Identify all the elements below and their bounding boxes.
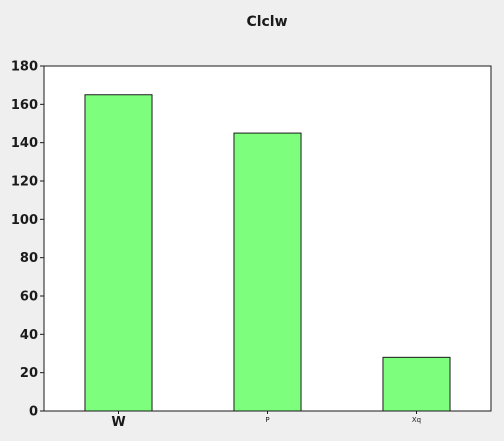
x-tick-label: W — [111, 415, 125, 430]
y-tick-label: 80 — [20, 251, 38, 266]
chart-title: Clclw — [246, 14, 287, 30]
bar-p — [233, 132, 302, 412]
y-tick-label: 120 — [11, 175, 38, 190]
x-axis: W P Xq — [111, 411, 421, 430]
y-axis: 0 20 40 60 80 100 120 140 160 180 — [11, 60, 44, 420]
bar-w — [84, 94, 153, 412]
y-tick-label: 140 — [11, 136, 38, 151]
x-tick-label: P — [265, 416, 269, 424]
y-tick-label: 0 — [29, 405, 38, 420]
y-tick-label: 100 — [11, 213, 38, 228]
y-tick-label: 40 — [20, 328, 38, 343]
x-tick-label: Xq — [412, 416, 421, 424]
bar-xq — [382, 356, 451, 412]
y-tick-label: 160 — [11, 98, 38, 113]
y-tick-label: 20 — [20, 366, 38, 381]
y-tick-label: 60 — [20, 290, 38, 305]
y-tick-label: 180 — [11, 60, 38, 75]
